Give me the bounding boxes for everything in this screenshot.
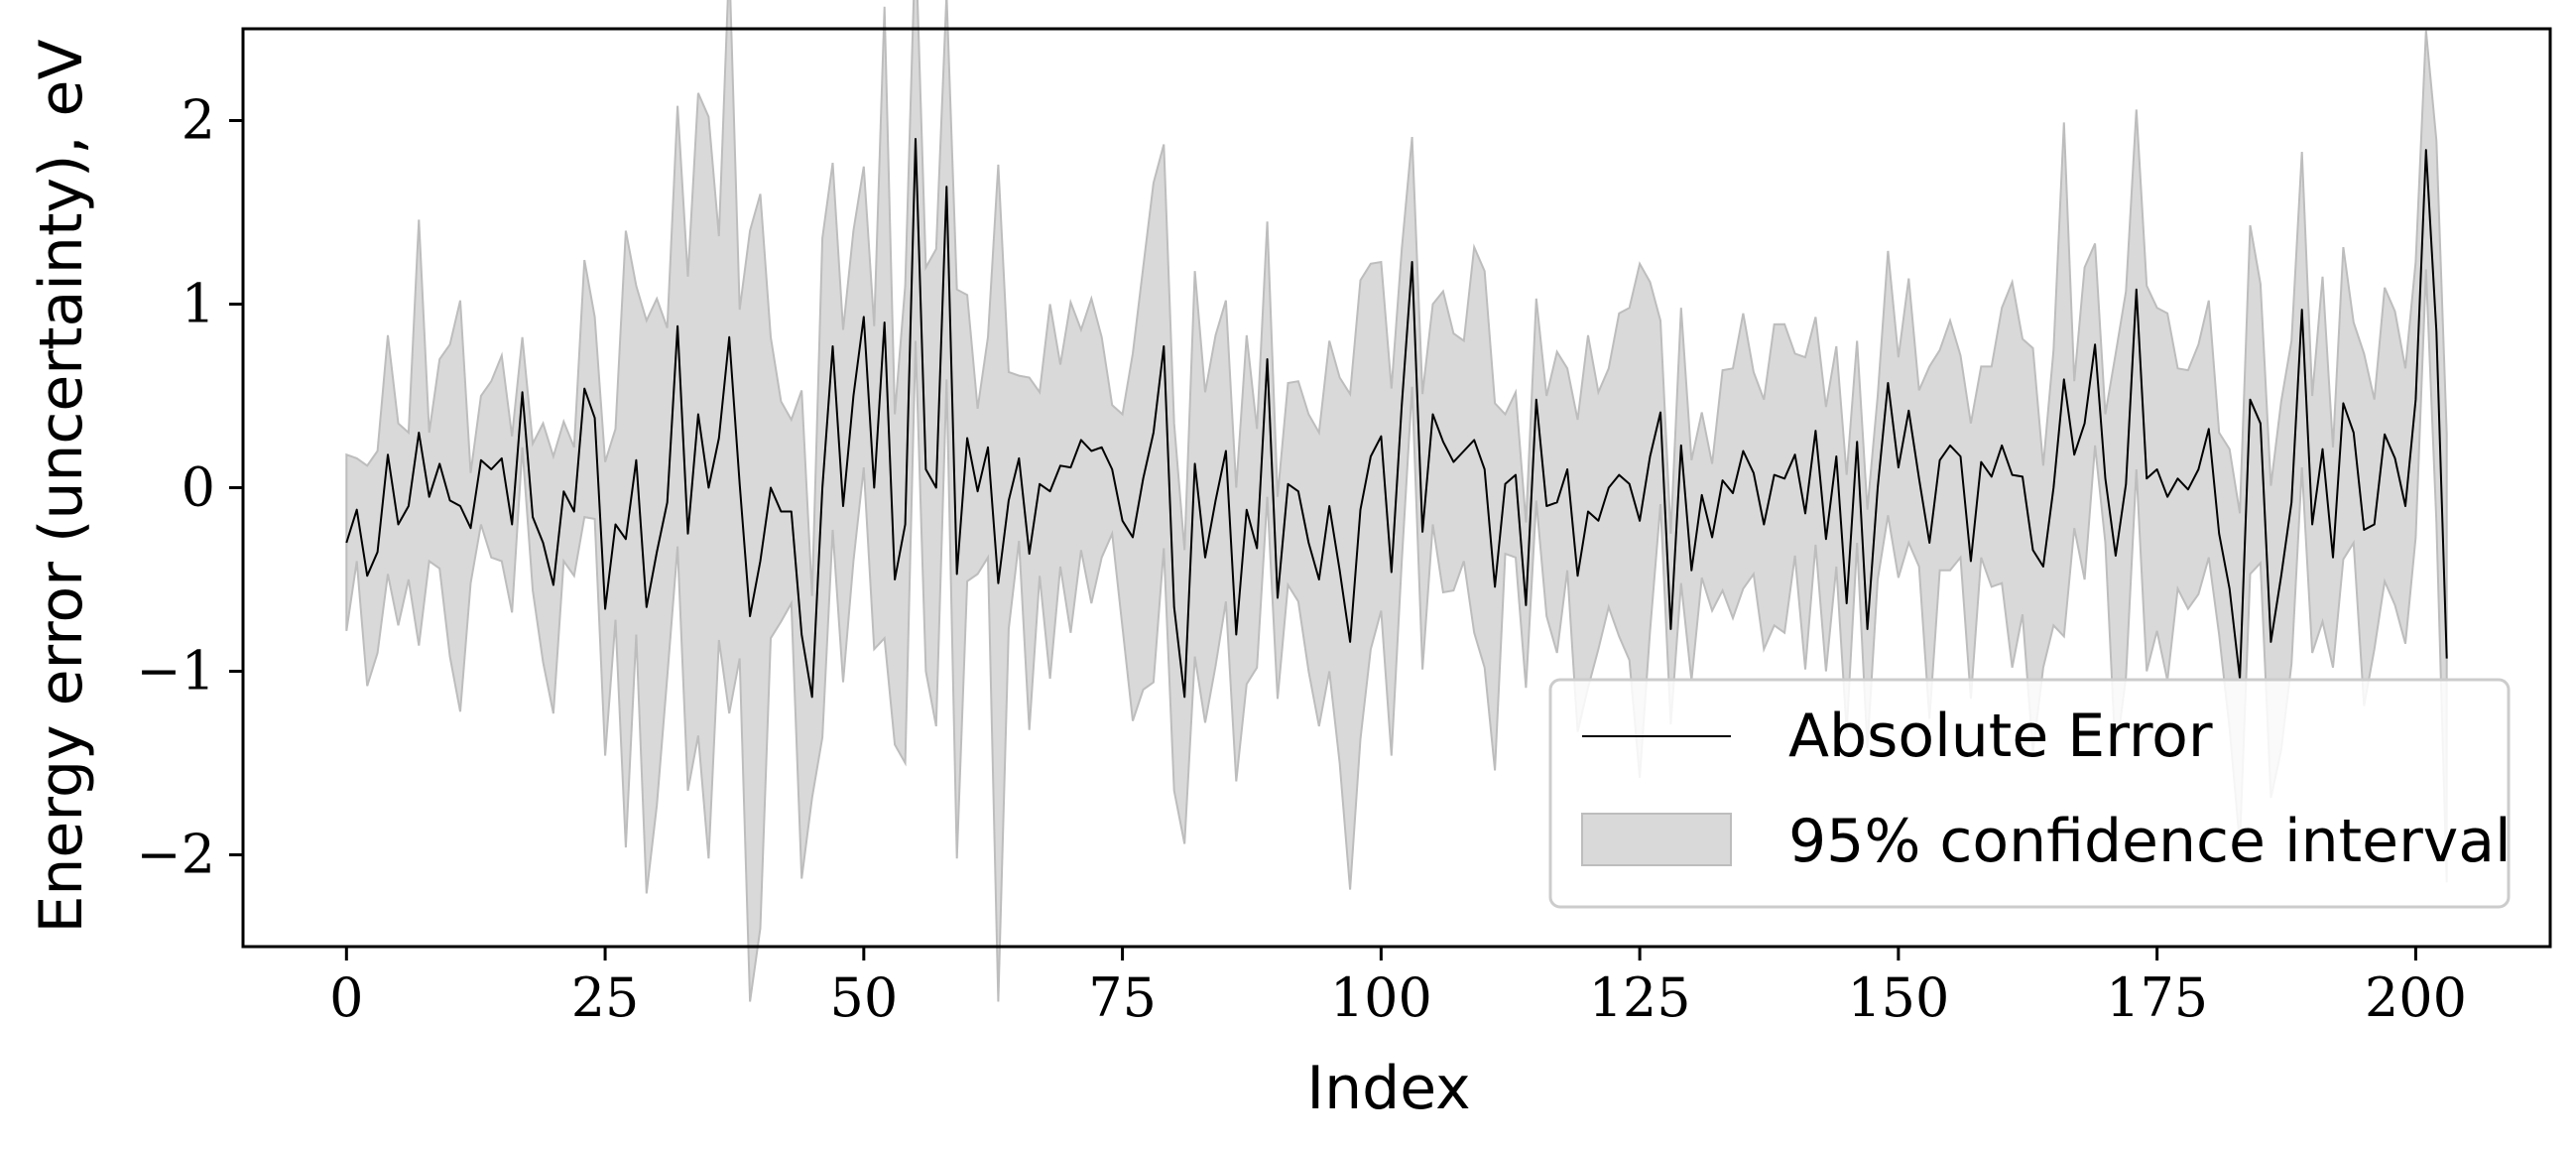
x-axis: 0 25 50 75 100 125 150 175 200 [329,947,2467,1029]
y-tick-label: 1 [182,273,215,335]
x-tick-label: 125 [1589,966,1691,1029]
error-line-layer [345,138,2448,699]
absolute-error-line [345,138,2448,699]
x-tick-label: 0 [329,966,363,1029]
x-tick-label: 75 [1088,966,1157,1029]
x-tick-label: 175 [2106,966,2208,1029]
y-axis-label: Energy error (uncertainty), eV [27,39,96,933]
x-tick-label: 200 [2365,966,2467,1029]
legend-label-confidence-interval: 95% confidence interval [1788,807,2512,876]
x-tick-label: 50 [829,966,898,1029]
x-tick-label: 150 [1847,966,1949,1029]
y-tick-label: −2 [136,824,215,886]
y-axis: 2 1 0 −1 −2 [136,89,243,886]
x-tick-label: 100 [1330,966,1432,1029]
y-tick-label: 2 [182,89,215,152]
y-tick-label: 0 [182,456,215,519]
y-tick-label: −1 [136,640,215,703]
legend: Absolute Error 95% confidence interval [1548,678,2512,909]
legend-box [1548,678,2511,909]
x-tick-label: 25 [571,966,640,1029]
legend-label-absolute-error: Absolute Error [1788,702,2213,771]
x-axis-label: Index [1306,1054,1470,1123]
legend-band-swatch [1581,813,1732,866]
